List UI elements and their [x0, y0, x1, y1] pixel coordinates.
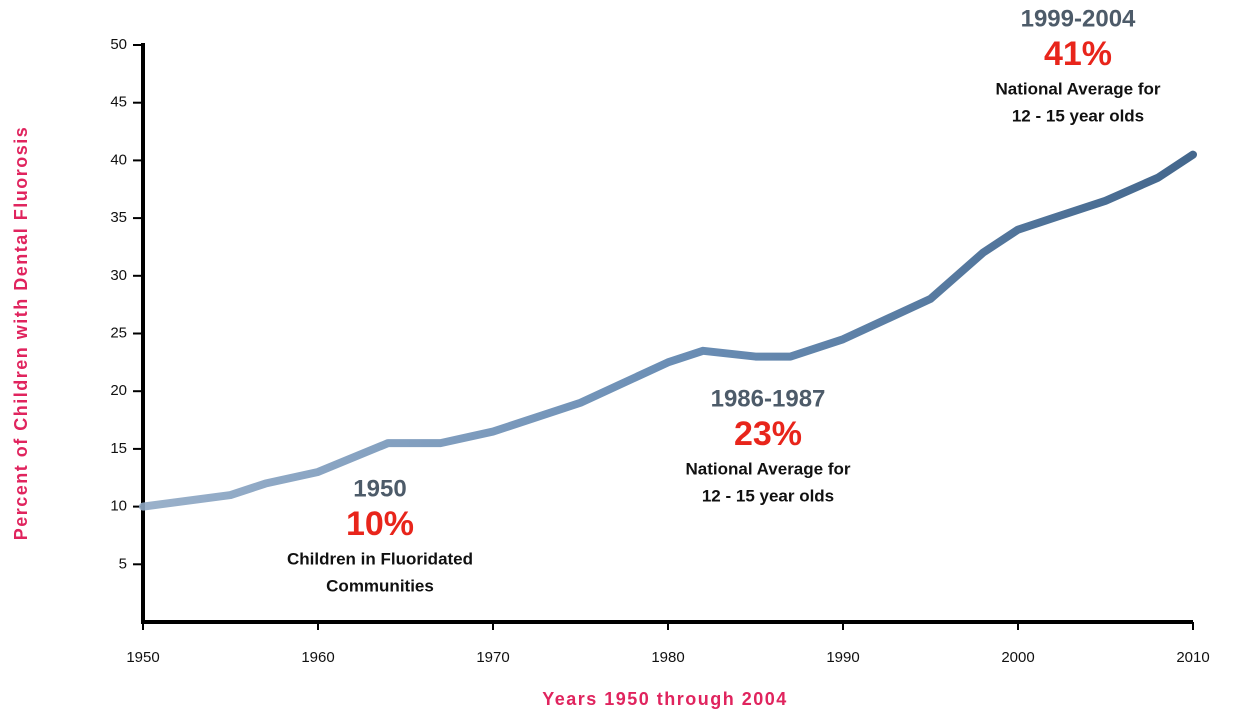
annotation-text: Children in Fluoridated	[287, 549, 473, 568]
x-tick-label: 1950	[126, 649, 159, 666]
annotation-text: Communities	[326, 576, 434, 595]
x-tick-label: 1980	[651, 649, 684, 666]
y-tick-label: 50	[110, 36, 127, 53]
annotation-period: 1999-2004	[1021, 5, 1136, 32]
annotation-percent: 23%	[734, 415, 802, 453]
x-tick-label: 1960	[301, 649, 334, 666]
x-tick-label: 2000	[1001, 649, 1034, 666]
y-axis-label: Percent of Children with Dental Fluorosi…	[11, 126, 31, 541]
annotation-percent: 10%	[346, 505, 414, 543]
x-axis-label: Years 1950 through 2004	[542, 689, 788, 709]
water-line	[139, 150, 1197, 511]
y-tick-label: 45	[110, 94, 127, 111]
x-tick-label: 1990	[826, 649, 859, 666]
x-tick-label: 2010	[1176, 649, 1209, 666]
y-tick-label: 40	[110, 151, 127, 168]
y-tick-label: 30	[110, 267, 127, 284]
y-tick-label: 20	[110, 382, 127, 399]
y-tick-label: 10	[110, 498, 127, 515]
y-tick-label: 35	[110, 209, 127, 226]
annotation-text: 12 - 15 year olds	[1012, 106, 1144, 125]
y-tick-label: 25	[110, 324, 127, 341]
annotation-text: 12 - 15 year olds	[702, 486, 834, 505]
annotation-text: National Average for	[685, 459, 850, 478]
annotation-period: 1950	[353, 475, 406, 502]
y-tick-label: 15	[110, 440, 127, 457]
x-tick-label: 1970	[476, 649, 509, 666]
annotation-period: 1986-1987	[711, 385, 826, 412]
annotation-percent: 41%	[1044, 35, 1112, 73]
y-tick-label: 5	[119, 555, 127, 572]
annotation-text: National Average for	[995, 79, 1160, 98]
